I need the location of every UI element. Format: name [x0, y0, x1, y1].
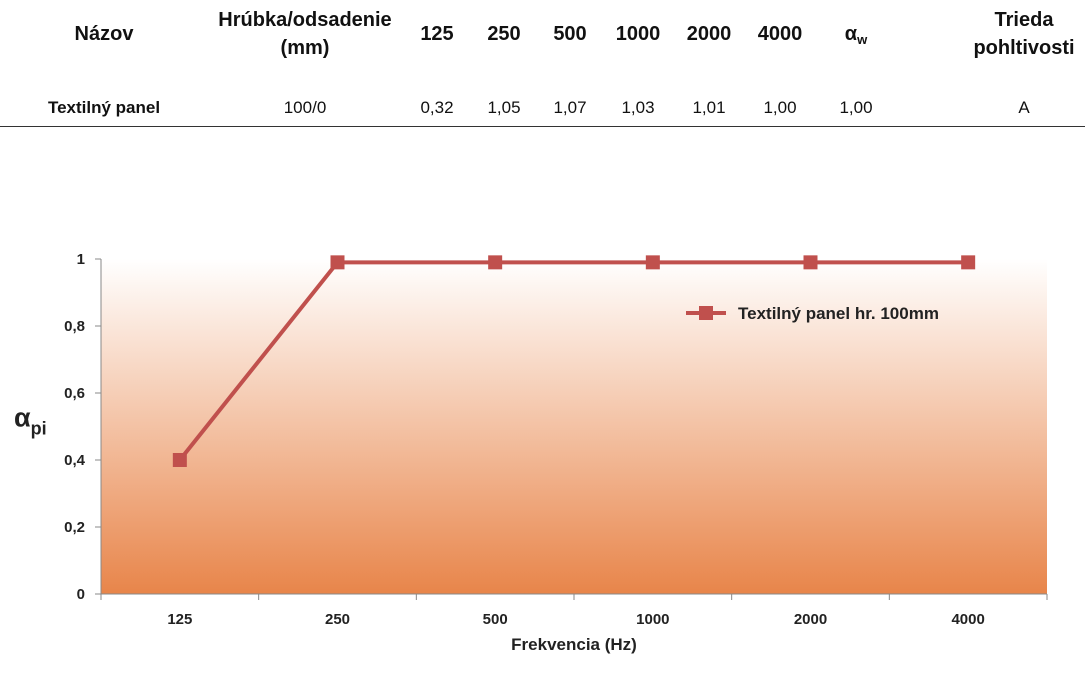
cell-class: A — [1018, 98, 1030, 117]
header-f1000: 1000 — [615, 23, 661, 45]
header-f2000: 2000 — [686, 23, 732, 45]
y-axis-label-sub: pi — [31, 419, 47, 439]
y-tick-label: 0,4 — [64, 452, 86, 469]
header-f500: 500 — [553, 23, 587, 45]
y-tick-label: 0,2 — [64, 519, 85, 536]
legend-marker — [699, 306, 713, 320]
legend: Textilný panel hr. 100mm — [686, 304, 939, 323]
header-alpha-sub: w — [857, 32, 868, 47]
x-tick-label: 500 — [483, 611, 508, 628]
cell-f1000: 1,03 — [621, 98, 655, 117]
x-tick-label: 1000 — [636, 611, 669, 628]
header-f4000: 4000 — [757, 23, 803, 45]
header-f250: 250 — [487, 23, 521, 45]
header-thickness: Hrúbka/odsadenie (mm) — [218, 6, 391, 62]
y-axis-label-symbol: α — [14, 403, 31, 433]
header-class: Trieda pohltivosti — [973, 6, 1074, 62]
data-point-marker — [645, 255, 660, 270]
y-tick-labels: 0 0,2 0,4 0,6 0,8 1 — [64, 251, 101, 603]
y-tick-label: 0,8 — [64, 318, 85, 335]
cell-f250: 1,05 — [487, 98, 521, 117]
acoustic-data-table: Názov Hrúbka/odsadenie (mm) 125 250 500 … — [0, 0, 1085, 128]
header-class-line1: Trieda — [994, 9, 1054, 31]
plot-area — [101, 259, 1047, 594]
series-group — [172, 255, 976, 467]
x-tick-label: 125 — [167, 611, 192, 628]
cell-thickness: 100/0 — [283, 98, 327, 117]
cell-f500: 1,07 — [553, 98, 587, 117]
cell-f4000: 1,00 — [763, 98, 797, 117]
cell-f125: 0,32 — [420, 98, 454, 117]
cell-f2000: 1,01 — [692, 98, 726, 117]
header-f125: 125 — [420, 23, 454, 45]
y-tick-label: 1 — [77, 251, 85, 268]
x-tick-label: 2000 — [794, 611, 827, 628]
header-class-line2: pohltivosti — [973, 37, 1075, 59]
header-thickness-line2: (mm) — [280, 37, 330, 59]
legend-label: Textilný panel hr. 100mm — [738, 304, 939, 323]
header-name: Názov — [74, 23, 134, 45]
cell-name: Textilný panel — [47, 98, 161, 117]
x-tick-labels: 125 250 500 1000 2000 4000 — [100, 594, 1048, 628]
y-axis-label: αpi — [14, 403, 47, 439]
header-alpha-symbol: α — [844, 23, 858, 45]
y-tick-label: 0,6 — [64, 385, 85, 402]
y-tick-label: 0 — [77, 586, 85, 603]
cell-alpha-w: 1,00 — [839, 98, 873, 117]
header-alpha-w: αw — [845, 20, 867, 54]
data-point-marker — [488, 255, 503, 270]
x-tick-label: 4000 — [951, 611, 984, 628]
data-point-marker — [961, 255, 976, 270]
table-bottom-rule — [0, 126, 1085, 127]
data-point-marker — [803, 255, 818, 270]
header-thickness-line1: Hrúbka/odsadenie — [218, 9, 392, 31]
absorption-chart: 0 0,2 0,4 0,6 0,8 1 125 250 500 1000 2000 4000 Fre… — [14, 251, 1048, 654]
data-point-marker — [330, 255, 345, 270]
series-line — [178, 260, 969, 462]
x-tick-label: 250 — [325, 611, 350, 628]
x-axis-label: Frekvencia (Hz) — [511, 635, 637, 654]
data-point-marker — [172, 453, 187, 467]
